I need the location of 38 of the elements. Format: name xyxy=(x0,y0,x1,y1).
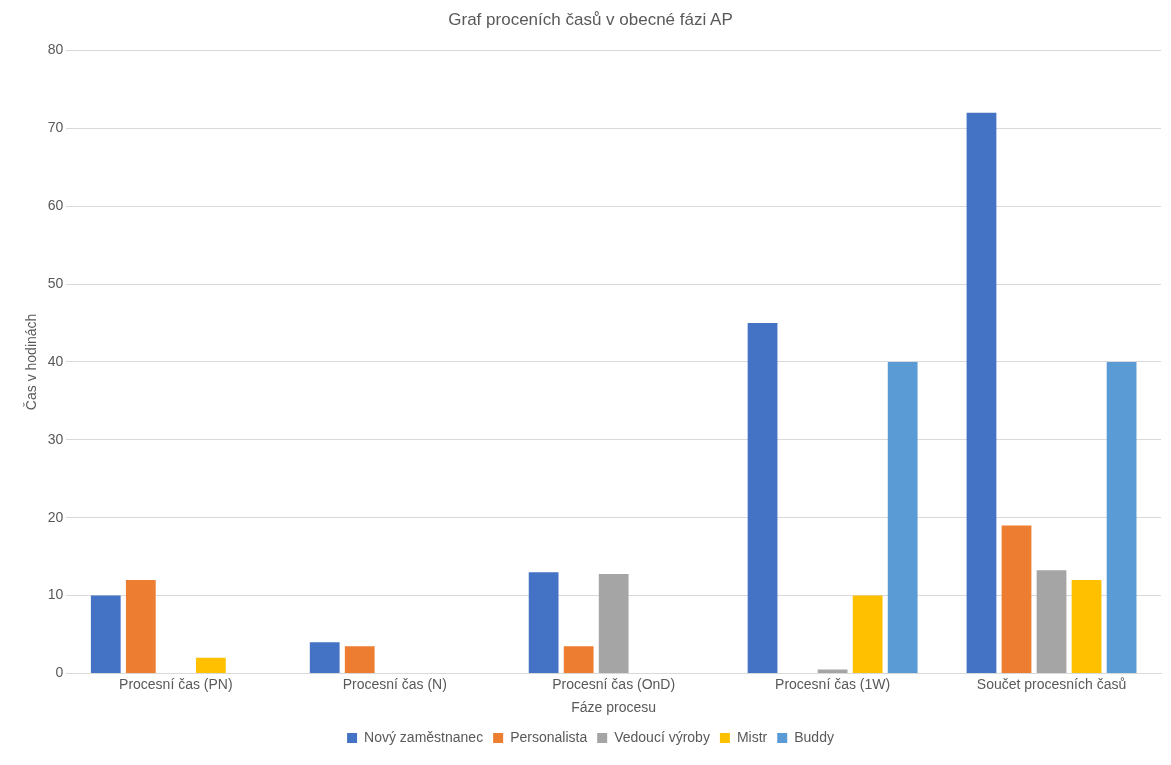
bar xyxy=(125,579,156,673)
bar xyxy=(528,572,559,673)
y-tick-label: 70 xyxy=(47,119,64,136)
bar xyxy=(344,646,375,673)
legend-label: Vedoucí výroby xyxy=(614,728,710,745)
bar xyxy=(1001,525,1032,673)
x-tick-label: Procesní čas (N) xyxy=(342,675,447,692)
y-tick-label: 40 xyxy=(47,352,64,369)
bar xyxy=(195,657,226,673)
legend-label: Personalista xyxy=(510,728,588,745)
bar xyxy=(1106,361,1137,673)
y-tick-label: 60 xyxy=(47,197,64,214)
legend-label: Mistr xyxy=(736,728,768,745)
bar xyxy=(966,112,997,673)
y-tick-label: 30 xyxy=(47,430,64,447)
x-tick-label: Procesní čas (OnD) xyxy=(552,675,676,692)
x-tick-label: Procesní čas (1W) xyxy=(775,675,891,692)
legend-label: Buddy xyxy=(794,728,834,745)
y-tick-label: 10 xyxy=(47,586,64,603)
bar xyxy=(90,595,121,673)
y-tick-label: 20 xyxy=(47,508,64,525)
bar xyxy=(747,322,778,673)
x-axis-title: Fáze procesu xyxy=(571,699,657,716)
bar xyxy=(309,642,340,673)
x-tick-label: Součet procesních časů xyxy=(976,675,1127,692)
x-tick-label: Procesní čas (PN) xyxy=(119,675,233,692)
y-tick-label: 0 xyxy=(55,664,64,681)
bar xyxy=(598,574,629,673)
legend-label: Nový zaměstnanec xyxy=(364,728,484,745)
bar xyxy=(852,595,883,673)
bar xyxy=(887,361,918,673)
bar xyxy=(1036,570,1067,673)
y-tick-label: 50 xyxy=(47,274,64,291)
bar xyxy=(563,646,594,673)
chart-title: Graf proceních časů v obecné fázi AP xyxy=(448,9,733,29)
bar xyxy=(1071,579,1102,673)
y-tick-label: 80 xyxy=(47,41,64,58)
y-axis-title: Čas v hodinách xyxy=(23,313,40,411)
